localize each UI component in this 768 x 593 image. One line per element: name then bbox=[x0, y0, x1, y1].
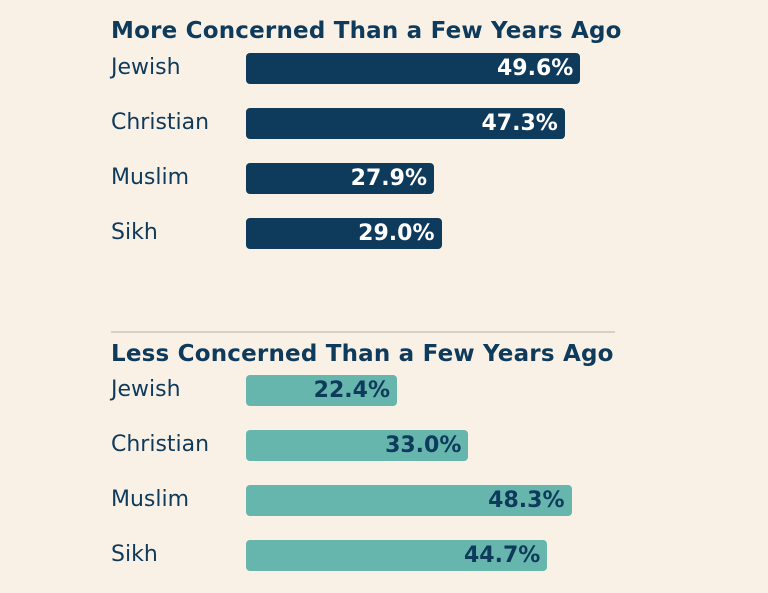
more-label-christian: Christian bbox=[111, 110, 210, 135]
section-divider bbox=[111, 331, 615, 333]
less-bar-muslim: 48.3% bbox=[246, 485, 572, 516]
more-value-sikh: 29.0% bbox=[358, 221, 435, 246]
less-label-muslim: Muslim bbox=[111, 487, 190, 512]
less-value-christian: 33.0% bbox=[385, 433, 462, 458]
more-value-jewish: 49.6% bbox=[496, 56, 574, 81]
less-label-sikh: Sikh bbox=[111, 542, 158, 567]
more-concerned-title: More Concerned Than a Few Years Ago bbox=[111, 18, 622, 44]
more-value-christian: 47.3% bbox=[481, 111, 558, 136]
less-bar-christian: 33.0% bbox=[246, 430, 469, 461]
less-value-jewish: 22.4% bbox=[313, 378, 390, 403]
more-label-jewish: Jewish bbox=[111, 55, 181, 80]
more-bar-muslim: 27.9% bbox=[246, 163, 434, 194]
less-bar-sikh: 44.7% bbox=[246, 540, 548, 571]
less-value-sikh: 44.7% bbox=[463, 543, 541, 568]
less-concerned-title: Less Concerned Than a Few Years Ago bbox=[111, 341, 614, 367]
less-label-jewish: Jewish bbox=[111, 377, 181, 402]
more-label-muslim: Muslim bbox=[111, 165, 190, 190]
more-label-sikh: Sikh bbox=[111, 220, 158, 245]
more-bar-sikh: 29.0% bbox=[246, 218, 442, 249]
less-value-muslim: 48.3% bbox=[488, 488, 565, 513]
less-bar-jewish: 22.4% bbox=[246, 375, 397, 406]
more-bar-christian: 47.3% bbox=[246, 108, 565, 139]
less-label-christian: Christian bbox=[111, 432, 210, 457]
more-value-muslim: 27.9% bbox=[350, 166, 427, 191]
more-bar-jewish: 49.6% bbox=[246, 53, 581, 84]
